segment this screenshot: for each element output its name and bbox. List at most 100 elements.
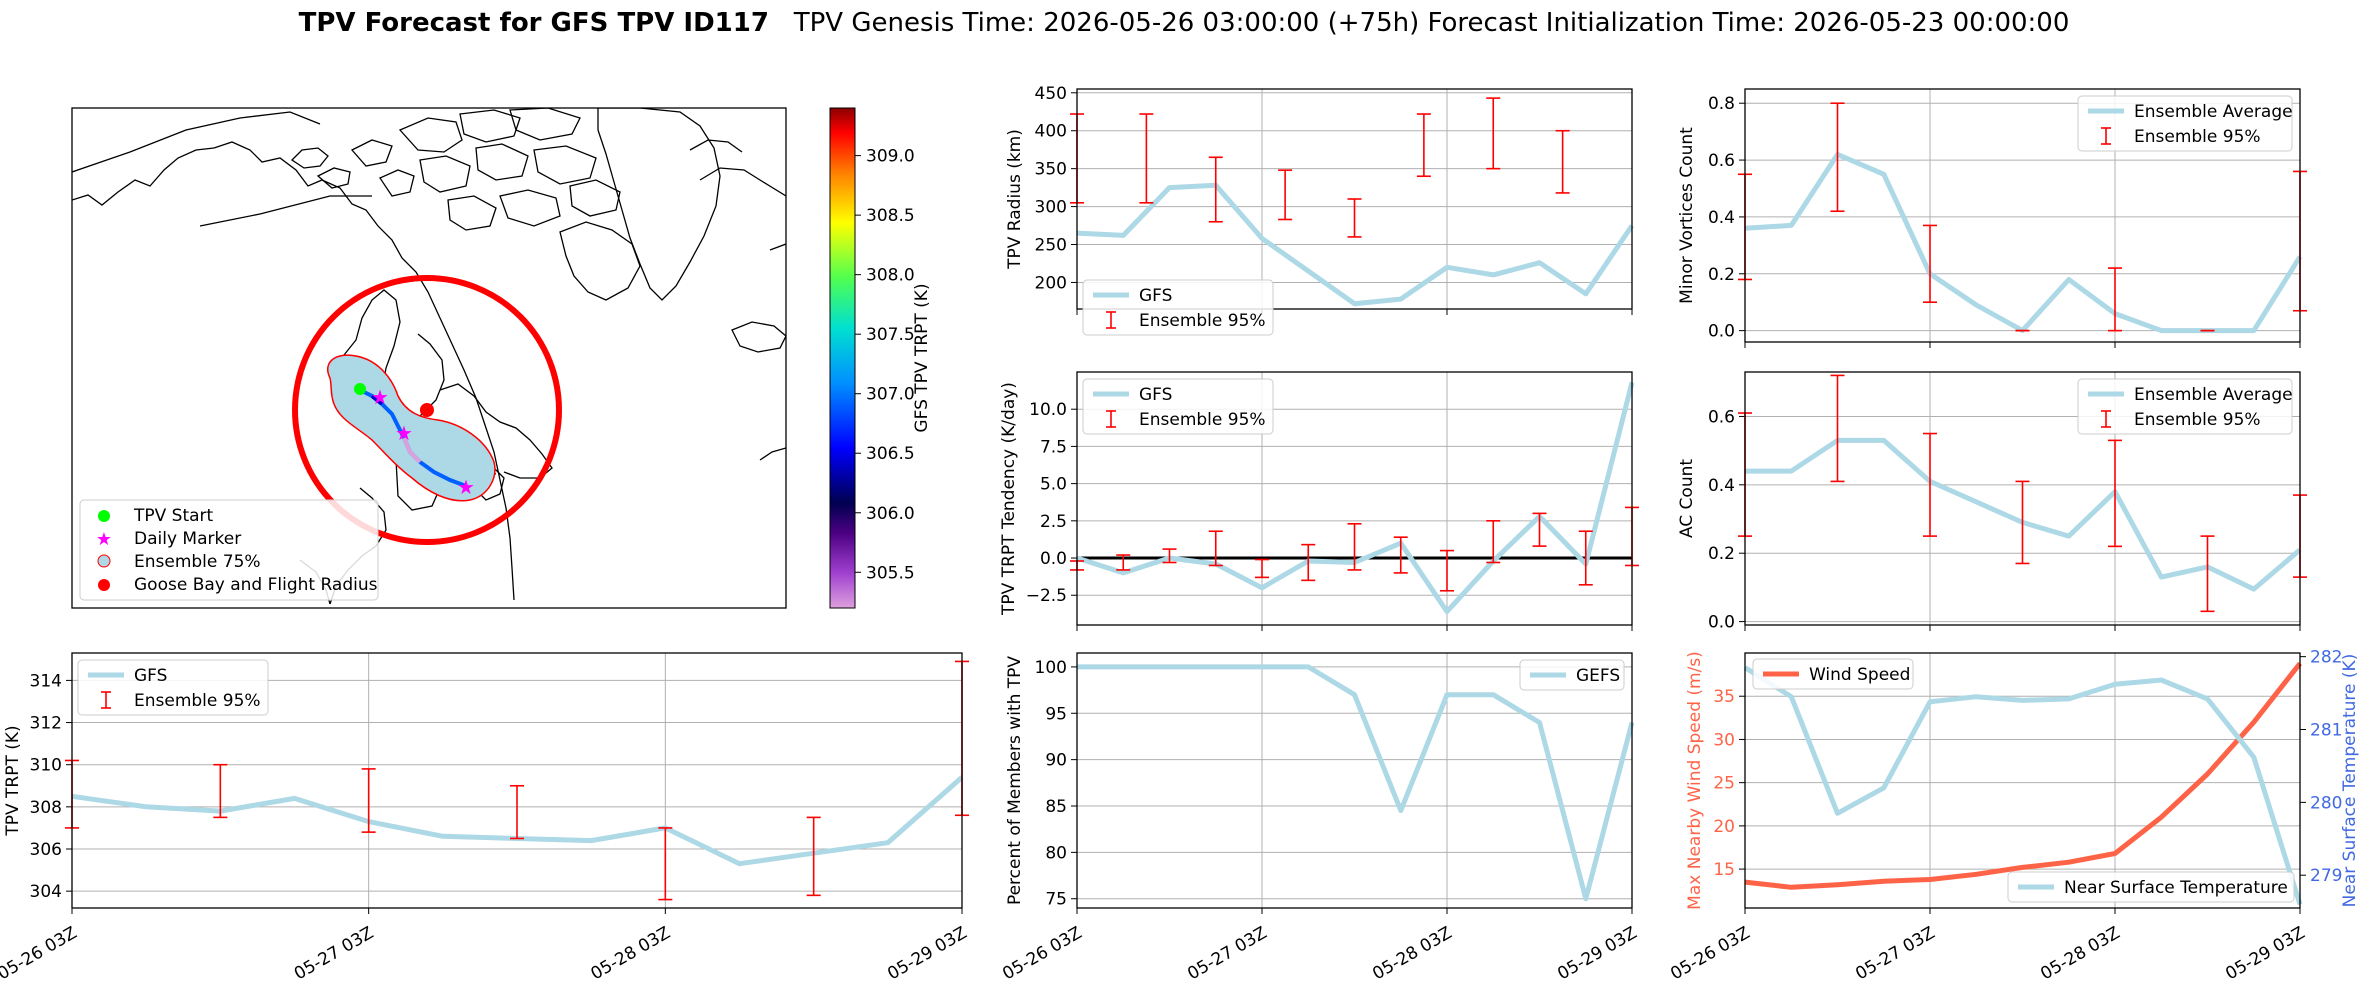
colorbar-tick-label: 308.5 — [866, 206, 915, 226]
errorbar — [1116, 554, 1131, 571]
x-tick-label: 05-28 03Z — [1369, 923, 1455, 982]
series-line-near-surface-temperature — [1743, 665, 2303, 906]
errorbar — [1278, 169, 1293, 221]
errorbar — [2015, 480, 2030, 565]
x-tick-label: 05-27 03Z — [291, 923, 377, 982]
axes-frame — [1076, 88, 1633, 310]
y-tick-label: 0.8 — [1708, 94, 1735, 114]
legend-box — [2007, 871, 2295, 903]
y-tick-label: 400 — [1035, 122, 1067, 142]
title-rest: TPV Genesis Time: 2026-05-26 03:00:00 (+… — [793, 8, 2070, 38]
legend-box — [1752, 658, 1914, 690]
errorbar — [806, 816, 821, 897]
y2-tick-label: 280 — [2310, 793, 2342, 813]
green-circle-icon — [98, 510, 110, 522]
y-tick-label: 0.0 — [1708, 322, 1735, 342]
errorbar — [2108, 439, 2122, 548]
legend: Ensemble Average Ensemble 95% — [2077, 95, 2293, 152]
colorbar-tick-label: 307.0 — [866, 385, 915, 405]
series-line-wind-speed — [1744, 661, 2302, 890]
y-tick-label: 7.5 — [1040, 437, 1067, 457]
errorbar — [1347, 522, 1362, 571]
errorbar — [1162, 548, 1177, 564]
y-tick-label: 15 — [1713, 860, 1735, 880]
map-panel: ★ ★ ★ ★ TPV Start Daily Marker Ensemble … — [71, 107, 932, 609]
legend-box — [1082, 378, 1274, 435]
x-tick-label: 05-29 03Z — [2222, 923, 2308, 982]
legend-box — [2077, 95, 2293, 152]
legend: GFS Ensemble 95% — [1082, 378, 1274, 435]
y-axis-label: Minor Vortices Count — [1677, 127, 1697, 304]
daily-marker-star: ★ — [457, 475, 475, 499]
y-tick-label: 312 — [30, 714, 62, 734]
errorbar — [1578, 530, 1593, 586]
errorbar — [1208, 530, 1223, 567]
y-tick-label: 10.0 — [1029, 400, 1067, 420]
errorbar — [510, 784, 524, 840]
axes-frame — [1744, 652, 2301, 909]
map-frame — [71, 107, 787, 609]
y-tick-label: 314 — [30, 671, 62, 691]
y-tick-label: 20 — [1713, 817, 1735, 837]
axes-frame — [71, 652, 963, 909]
colorbar-tick-label: 307.5 — [866, 325, 915, 345]
legend-label: Near Surface Temperature — [2064, 878, 2288, 898]
errorbar — [1830, 102, 1845, 213]
chart-minor: 0.0 0.2 0.4 0.6 0.8 Minor Vortices Count Ensem… — [1677, 88, 2307, 348]
series-line-gfs — [1076, 182, 1635, 307]
legend-daily-marker: Daily Marker — [134, 529, 241, 549]
y-tick-label: 35 — [1713, 687, 1735, 707]
legend-box — [1519, 659, 1625, 691]
errorbar — [658, 827, 673, 901]
figure-title: TPV Forecast for GFS TPV ID117 TPV Genes… — [299, 8, 2070, 38]
errorbar — [1486, 520, 1501, 564]
tpv-start-marker — [354, 383, 366, 395]
errorbar — [1347, 198, 1362, 238]
legend-label: Ensemble 95% — [2134, 127, 2261, 147]
y-tick-label: 0.4 — [1708, 476, 1735, 496]
errorbar — [2200, 535, 2215, 613]
legend: Ensemble Average Ensemble 95% — [2077, 378, 2293, 435]
errorbar — [1139, 113, 1154, 204]
errorbar — [1208, 156, 1223, 223]
y-tick-label: 0.4 — [1708, 208, 1735, 228]
y-tick-label: −2.5 — [1026, 586, 1067, 606]
legend: GEFS — [1519, 659, 1625, 691]
y-tick-label: 100 — [1035, 658, 1067, 678]
errorbar — [1440, 549, 1454, 592]
errorbar — [2108, 267, 2122, 332]
legend-label: GFS — [134, 666, 167, 686]
lightblue-circle-icon — [97, 554, 111, 568]
legend-ensemble-75: Ensemble 75% — [134, 552, 261, 572]
x-tick-label: 05-26 03Z — [0, 923, 81, 982]
errorbar — [1255, 558, 1269, 579]
colorbar-tick-label: 306.5 — [866, 444, 915, 464]
errorbar — [1555, 129, 1570, 194]
x-tick-label: 05-26 03Z — [1667, 923, 1753, 982]
errorbar — [1301, 543, 1316, 582]
errorbar — [361, 768, 376, 833]
y-tick-label: 0.6 — [1708, 151, 1735, 171]
axes-frame — [1076, 371, 1633, 626]
errorbar — [1486, 97, 1501, 170]
y-tick-label: 310 — [30, 756, 62, 776]
tpv-track-segment — [402, 437, 422, 464]
y-tick-label: 25 — [1713, 774, 1735, 794]
y-axis-label: TPV Radius (km) — [1005, 129, 1025, 270]
axes-frame — [1744, 371, 2301, 626]
y-tick-label: 80 — [1045, 843, 1067, 863]
axes-frame — [1076, 652, 1633, 909]
y-tick-label: 250 — [1035, 236, 1067, 256]
errorbar — [1923, 432, 1937, 537]
colorbar-gradient — [829, 107, 856, 609]
legend-label: Ensemble 95% — [1139, 410, 1266, 430]
y-tick-label: 0.6 — [1708, 407, 1735, 427]
colorbar-tick-label: 306.0 — [866, 504, 915, 524]
legend-box — [77, 659, 269, 716]
chart-tendency: −2.5 0.0 2.5 5.0 7.5 10.0 TPV TRPT Tendency (K… — [999, 371, 1639, 631]
x-tick-label: 05-29 03Z — [884, 923, 970, 982]
legend-label: Ensemble 95% — [1139, 311, 1266, 331]
errorbar — [1393, 536, 1408, 574]
legend-tpv-start: TPV Start — [133, 506, 214, 526]
